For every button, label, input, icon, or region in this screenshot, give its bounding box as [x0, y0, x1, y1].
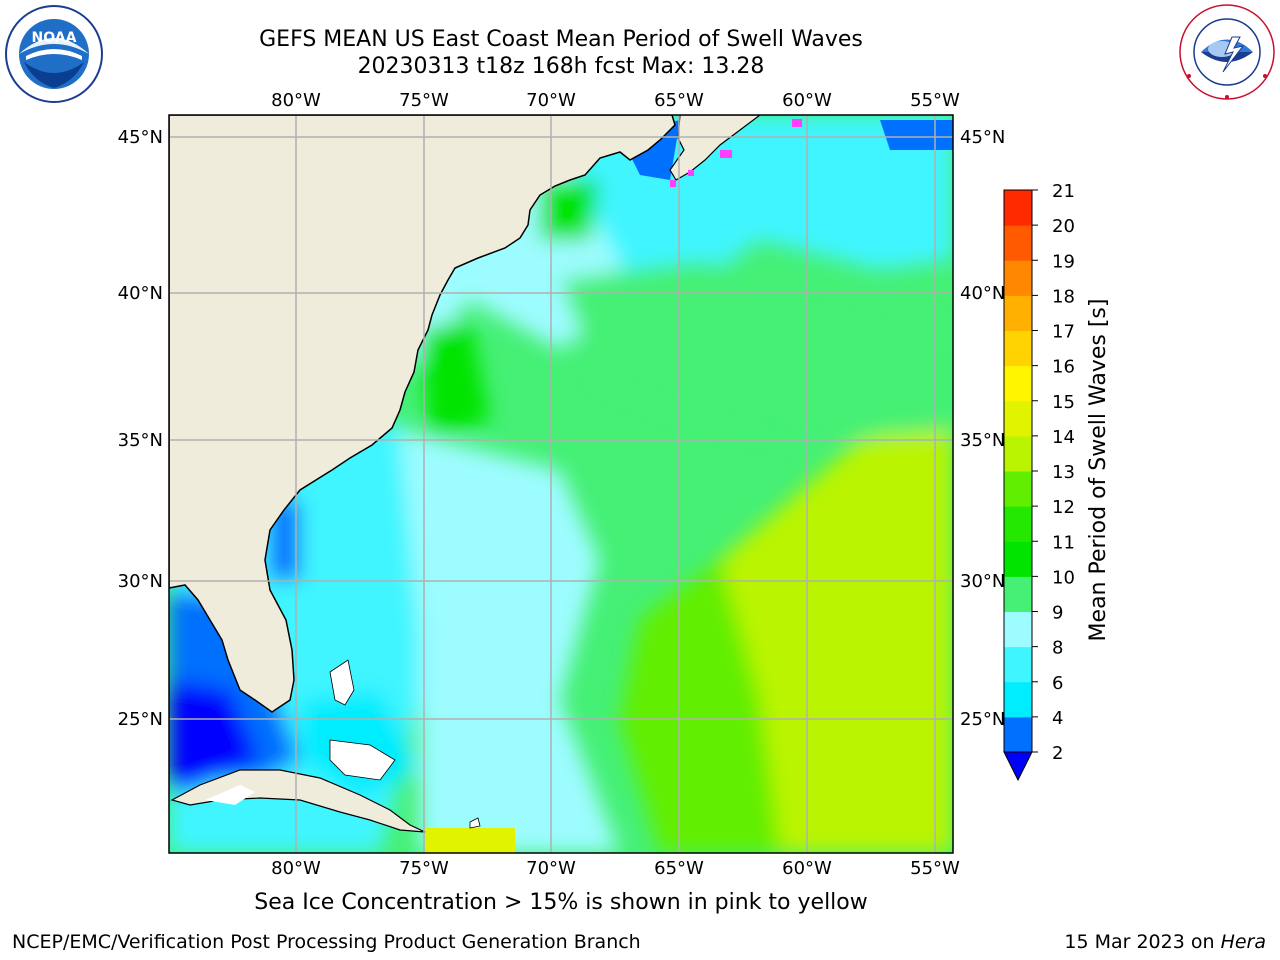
colorbar: 2 4 6 8 9 10 11 12 13 14 15 16 17 18 19 20 21: [1003, 181, 1075, 782]
lon-label-bottom: 60°W: [782, 858, 832, 879]
map-field: [169, 115, 953, 853]
colorbar-tick-label: 4: [1052, 708, 1063, 729]
lon-label-top: 60°W: [782, 90, 832, 111]
chart-title: GEFS MEAN US East Coast Mean Period of S…: [259, 27, 863, 52]
lon-label-top: 75°W: [399, 90, 449, 111]
lon-label-bottom: 70°W: [526, 858, 576, 879]
lon-label-bottom: 75°W: [399, 858, 449, 879]
colorbar-tick-label: 15: [1052, 392, 1075, 413]
sea-ice-note: Sea Ice Concentration > 15% is shown in …: [254, 890, 868, 915]
lon-label-bottom: 80°W: [271, 858, 321, 879]
colorbar-tick-label: 19: [1052, 251, 1075, 272]
colorbar-tick-label: 12: [1052, 497, 1075, 518]
colorbar-band: [1004, 576, 1032, 612]
lat-label-right: 30°N: [960, 571, 1005, 592]
lat-label-right: 35°N: [960, 430, 1005, 451]
colorbar-band: [1004, 435, 1032, 472]
colorbar-tick-label: 11: [1052, 532, 1075, 553]
lon-label-top: 80°W: [271, 90, 321, 111]
colorbar-band: [1004, 330, 1032, 367]
lon-label-top: 55°W: [910, 90, 960, 111]
nws-logo: [1179, 4, 1275, 100]
lat-label-right: 40°N: [960, 283, 1005, 304]
colorbar-band: [1004, 295, 1032, 331]
colorbar-tick-label: 8: [1052, 638, 1063, 659]
lat-label-right: 45°N: [960, 127, 1005, 148]
colorbar-band: [1004, 471, 1032, 507]
lat-label-left: 30°N: [118, 571, 163, 592]
colorbar-tick-label: 9: [1052, 603, 1063, 624]
footer-credit: NCEP/EMC/Verification Post Processing Pr…: [12, 931, 641, 953]
colorbar-tick-label: 20: [1052, 216, 1075, 237]
lat-label-left: 40°N: [118, 283, 163, 304]
colorbar-tick-label: 13: [1052, 462, 1075, 483]
noaa-logo-text: NOAA: [32, 30, 77, 46]
colorbar-band: [1004, 506, 1032, 542]
colorbar-tick-label: 2: [1052, 743, 1063, 764]
noaa-logo: NOAA: [5, 5, 103, 103]
colorbar-tick-label: 17: [1052, 322, 1075, 343]
colorbar-band: [1004, 190, 1032, 226]
land-cuba: [170, 769, 426, 833]
lon-label-top: 65°W: [654, 90, 704, 111]
colorbar-tick-label: 10: [1052, 567, 1075, 588]
colorbar-tick-label: 6: [1052, 673, 1063, 694]
lat-label-left: 35°N: [118, 430, 163, 451]
colorbar-tick-label: 14: [1052, 427, 1075, 448]
graticule: [169, 115, 953, 853]
colorbar-band: [1004, 225, 1032, 261]
lon-label-bottom: 55°W: [910, 858, 960, 879]
footer-machine: Hera: [1220, 931, 1266, 953]
map-frame: [168, 114, 954, 854]
colorbar-tick-label: 21: [1052, 181, 1075, 202]
colorbar-band: [1004, 260, 1032, 296]
colorbar-tick-label: 18: [1052, 286, 1075, 307]
lon-label-bottom: 65°W: [654, 858, 704, 879]
colorbar-tick-label: 16: [1052, 357, 1075, 378]
colorbar-label: Mean Period of Swell Waves [s]: [1086, 299, 1111, 642]
colorbar-band: [1004, 400, 1032, 437]
colorbar-band: [1004, 541, 1032, 577]
colorbar-band: [1004, 681, 1032, 718]
lat-label-left: 25°N: [118, 709, 163, 730]
colorbar-band: [1004, 365, 1032, 402]
footer-date: 15 Mar 2023 on Hera: [1064, 931, 1266, 953]
lon-label-top: 70°W: [526, 90, 576, 111]
lat-label-right: 25°N: [960, 709, 1005, 730]
chart-subtitle: 20230313 t18z 168h fcst Max: 13.28: [357, 54, 765, 79]
lat-label-left: 45°N: [118, 127, 163, 148]
colorbar-extend-min: [1003, 751, 1033, 782]
footer-date-text: 15 Mar 2023 on: [1064, 931, 1221, 953]
colorbar-band: [1004, 611, 1032, 648]
colorbar-band: [1004, 716, 1032, 753]
colorbar-band: [1004, 646, 1032, 683]
